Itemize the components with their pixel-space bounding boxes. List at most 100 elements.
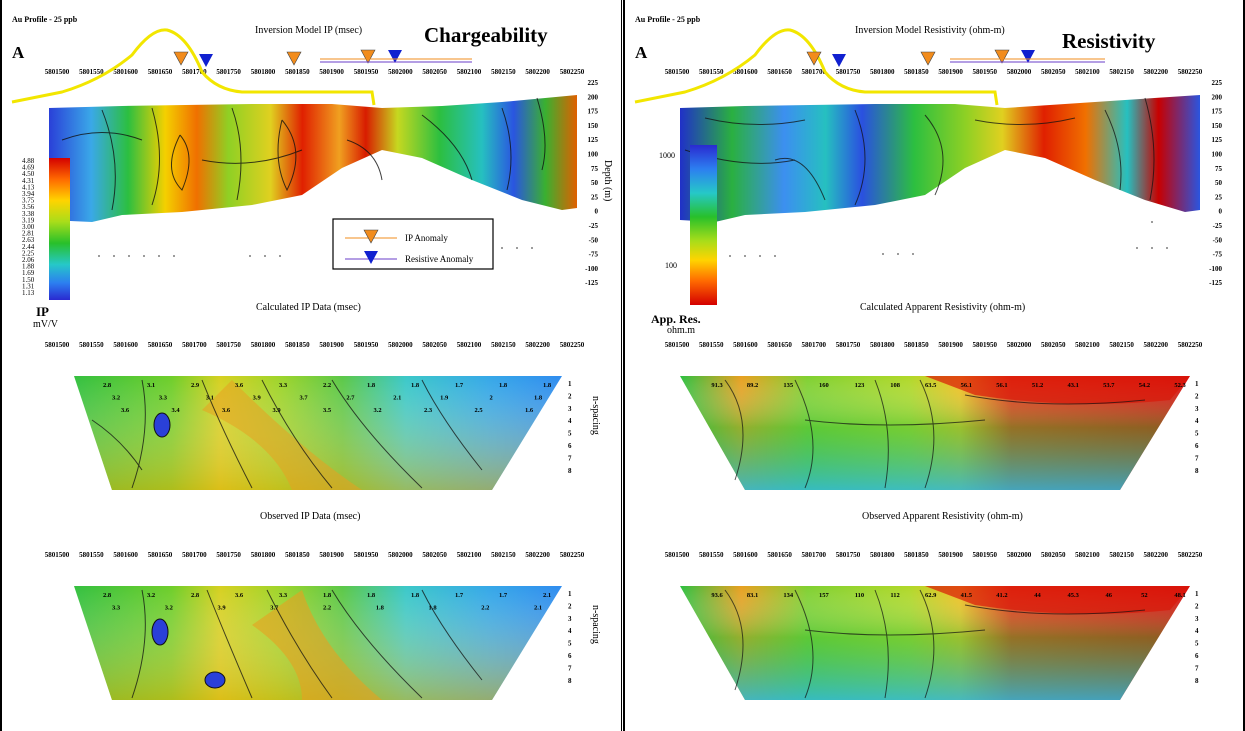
x-tick-label: 5801500 xyxy=(665,341,690,349)
ip-scale-value: 1.13 xyxy=(22,289,35,297)
x-axis-ticks-calc: 5801500 5801550 5801600 5801650 5801700 58017… xyxy=(45,341,585,349)
data-value: 3.7 xyxy=(270,604,279,611)
x-tick-label: 5801850 xyxy=(285,551,310,559)
ip-scale-value: 4.50 xyxy=(22,170,35,178)
ip-scale-value: 4.13 xyxy=(22,183,35,191)
ip-scale-value: 1.50 xyxy=(22,276,35,284)
data-value: 41.2 xyxy=(996,592,1007,599)
x-tick-label: 5801650 xyxy=(767,341,792,349)
data-value: 52 xyxy=(1141,592,1148,599)
n-spacing-tick: 1 xyxy=(1195,590,1199,598)
n-spacing-tick: 7 xyxy=(568,664,572,672)
profile-label: Au Profile - 25 ppb xyxy=(12,15,78,24)
x-tick-label: 5801900 xyxy=(319,341,344,349)
n-spacing-tick: 2 xyxy=(1195,392,1199,400)
x-tick-label: 5801700 xyxy=(802,551,827,559)
depth-tick-label: 150 xyxy=(1212,122,1223,130)
depth-tick-label: 125 xyxy=(588,136,599,144)
ip-scale-value: 1.69 xyxy=(22,269,35,277)
x-tick-label: 5802050 xyxy=(1041,341,1066,349)
scale-unit-res: ohm.m xyxy=(667,325,695,336)
data-value: 1.8 xyxy=(428,604,437,611)
data-value: 1.9 xyxy=(440,394,449,401)
data-value: 2.2 xyxy=(323,382,331,389)
resistivity-figure: Au Profile - 25 ppb A Inversion Model Re… xyxy=(634,15,1223,700)
x-tick-label: 5801900 xyxy=(319,68,344,76)
data-value: 2.1 xyxy=(543,592,551,599)
data-value: 83.1 xyxy=(747,592,758,599)
obs-ip-values: 2.8 3.2 2.8 3.6 3.3 1.8 1.8 1.8 1.7 1.7 2.13.3 3.2 3… xyxy=(103,592,551,611)
x-tick-label: 5802150 xyxy=(491,68,516,76)
data-value: 1.8 xyxy=(543,382,552,389)
x-tick-label: 5802200 xyxy=(1144,68,1169,76)
x-tick-label: 5801950 xyxy=(354,68,379,76)
x-tick-label: 5802150 xyxy=(1109,68,1134,76)
x-tick-label: 5802150 xyxy=(491,341,516,349)
n-spacing-tick: 1 xyxy=(568,380,572,388)
calc-title-res: Calculated Apparent Resistivity (ohm-m) xyxy=(860,302,1025,313)
depth-axis-res: 225 200 175 150 125 100 75 50 25 0 -25 -50 -75 -100 -1… xyxy=(1209,79,1222,287)
n-spacing-axis-obs: 1 2 3 4 5 6 7 8 xyxy=(568,590,572,685)
data-value: 1.7 xyxy=(455,592,464,599)
section-letter: A xyxy=(12,43,25,62)
data-value: 3.6 xyxy=(222,407,231,414)
x-tick-label: 5801850 xyxy=(285,341,310,349)
n-spacing-tick: 6 xyxy=(568,652,572,660)
data-value: 2.2 xyxy=(481,604,489,611)
ip-scale-value: 4.88 xyxy=(22,157,35,165)
data-value: 3.2 xyxy=(112,394,120,401)
model-title: Inversion Model IP (msec) xyxy=(255,25,362,36)
x-tick-label: 5801600 xyxy=(733,551,758,559)
x-tick-label: 5801950 xyxy=(354,341,379,349)
ip-scale-value: 3.38 xyxy=(22,210,35,218)
n-spacing-tick: 3 xyxy=(568,615,572,623)
data-value: 63.5 xyxy=(925,382,937,389)
data-value: 44 xyxy=(1034,592,1041,599)
n-spacing-tick: 2 xyxy=(568,392,572,400)
depth-tick-label: 0 xyxy=(1219,208,1223,216)
x-tick-label: 5802250 xyxy=(1178,551,1203,559)
n-spacing-tick: 8 xyxy=(568,677,572,685)
x-tick-label: 5801650 xyxy=(767,68,792,76)
data-value: 51.2 xyxy=(1032,382,1043,389)
x-tick-label: 5801800 xyxy=(870,68,895,76)
x-tick-label: 5801700 xyxy=(182,68,207,76)
n-spacing-tick: 8 xyxy=(1195,467,1199,475)
x-tick-label: 5801850 xyxy=(904,551,929,559)
x-tick-label: 5801600 xyxy=(113,68,138,76)
ip-scale-value: 1.31 xyxy=(22,282,35,290)
x-tick-label: 5802000 xyxy=(388,551,413,559)
x-tick-label: 5802000 xyxy=(388,341,413,349)
x-tick-label: 5802150 xyxy=(1109,551,1134,559)
x-tick-label: 5801550 xyxy=(699,551,724,559)
depth-tick-label: 0 xyxy=(595,208,599,216)
data-value: 112 xyxy=(890,592,899,599)
x-tick-label: 5801800 xyxy=(870,341,895,349)
data-value: 3.9 xyxy=(272,407,281,414)
panel-title: Chargeability xyxy=(424,23,548,47)
ip-scale-value: 4.31 xyxy=(22,177,35,185)
data-value: 2.2 xyxy=(323,604,331,611)
n-spacing-tick: 1 xyxy=(1195,380,1199,388)
x-tick-label: 5802000 xyxy=(1007,341,1032,349)
data-value: 3.3 xyxy=(279,382,288,389)
x-tick-label: 5802050 xyxy=(422,341,447,349)
depth-tick-label: 25 xyxy=(591,193,599,201)
x-tick-label: 5801800 xyxy=(251,341,276,349)
x-tick-label: 5802250 xyxy=(560,551,585,559)
x-tick-label: 5801650 xyxy=(148,551,173,559)
data-value: 3.5 xyxy=(323,407,332,414)
data-value: 3.9 xyxy=(217,604,226,611)
data-value: 3.6 xyxy=(235,592,244,599)
x-tick-label: 5801500 xyxy=(45,68,70,76)
section-letter-res: A xyxy=(635,43,648,62)
obs-title-res: Observed Apparent Resistivity (ohm-m) xyxy=(862,511,1023,522)
chargeability-panel: Au Profile - 25 ppb A Inversion Model IP… xyxy=(0,0,622,731)
depth-tick-label: 25 xyxy=(1215,193,1223,201)
x-tick-label: 5801600 xyxy=(733,341,758,349)
depth-tick-label: 200 xyxy=(1212,93,1223,101)
x-tick-label: 5801850 xyxy=(285,68,310,76)
ip-colour-scale xyxy=(49,158,70,300)
data-value: 54.2 xyxy=(1139,382,1150,389)
n-spacing-tick: 4 xyxy=(568,627,572,635)
